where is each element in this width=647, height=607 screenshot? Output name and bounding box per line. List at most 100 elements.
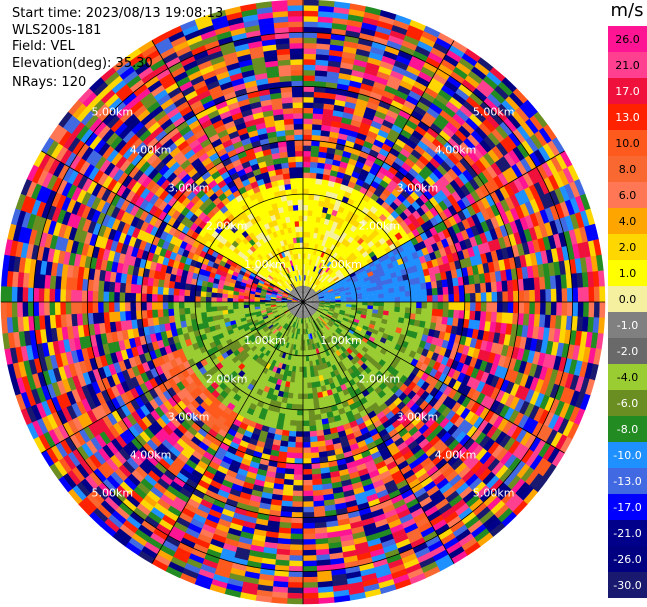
range-gate: [333, 227, 341, 235]
range-gate: [394, 138, 407, 149]
range-gate: [302, 517, 315, 524]
range-gate: [337, 229, 344, 237]
range-gate: [303, 166, 311, 173]
range-gate: [509, 194, 521, 209]
range-gate: [458, 83, 474, 98]
range-gate: [367, 302, 374, 306]
range-gate: [381, 161, 392, 172]
range-gate: [508, 357, 517, 371]
range-gate: [314, 86, 327, 93]
range-gate: [340, 321, 347, 327]
range-gate: [389, 29, 407, 41]
range-gate: [502, 291, 509, 303]
range-gate: [302, 576, 318, 583]
range-gate: [523, 362, 533, 376]
range-gate: [294, 452, 303, 459]
range-gate: [450, 360, 460, 371]
range-gate: [365, 267, 373, 274]
range-gate: [335, 269, 341, 275]
range-gate: [290, 528, 303, 535]
range-gate: [432, 233, 442, 244]
range-gate: [484, 362, 494, 375]
range-gate: [540, 426, 554, 443]
range-gate: [318, 282, 324, 288]
range-gate: [379, 60, 395, 71]
range-gate: [389, 302, 395, 308]
range-gate: [574, 211, 585, 229]
range-gate: [506, 166, 519, 182]
range-gate: [352, 266, 360, 273]
range-gate: [524, 214, 535, 230]
range-gate: [435, 134, 448, 147]
range-gate: [475, 222, 485, 235]
range-gate: [394, 306, 401, 313]
range-gate: [410, 149, 423, 160]
range-gate: [467, 134, 480, 148]
range-gate: [313, 296, 319, 299]
range-gate: [343, 191, 352, 199]
range-gate: [484, 321, 491, 333]
range-gate: [539, 302, 546, 316]
range-gate: [463, 137, 476, 151]
range-gate: [448, 44, 466, 59]
range-gate: [440, 271, 448, 281]
range-gate: [315, 279, 321, 286]
range-gate: [375, 25, 393, 36]
range-gate: [398, 202, 408, 212]
range-gate: [547, 413, 560, 431]
range-gate: [327, 248, 333, 256]
range-gate: [549, 220, 559, 236]
range-gate: [332, 159, 342, 167]
range-gate: [297, 404, 303, 411]
range-gate: [522, 278, 530, 291]
range-gate: [569, 197, 581, 215]
range-gate: [399, 302, 406, 308]
range-gate: [320, 286, 326, 291]
range-gate: [320, 130, 331, 137]
range-gate: [396, 322, 404, 329]
range-gate: [427, 359, 437, 369]
range-gate: [561, 302, 568, 317]
range-gate: [312, 294, 319, 298]
range-gate: [366, 287, 373, 292]
range-gate: [474, 126, 488, 141]
range-gate: [320, 270, 326, 276]
range-gate: [482, 118, 496, 133]
range-gate: [390, 99, 404, 111]
range-gate: [404, 290, 411, 297]
range-gate: [308, 264, 311, 271]
range-gate: [564, 388, 576, 406]
range-gate: [311, 387, 318, 394]
range-gate: [347, 243, 354, 250]
range-gate: [397, 133, 410, 144]
range-gate: [322, 290, 329, 295]
range-gate: [304, 280, 307, 286]
range-gate: [455, 62, 472, 76]
range-gate: [382, 310, 390, 316]
range-gate: [362, 305, 368, 309]
range-gate: [315, 216, 322, 223]
range-gate: [304, 291, 308, 298]
range-gate: [388, 75, 403, 86]
range-gate: [320, 251, 326, 258]
range-gate: [373, 272, 381, 279]
range-gate: [554, 370, 564, 387]
range-gate: [306, 293, 311, 299]
range-gate: [487, 240, 497, 253]
range-gate: [573, 360, 583, 377]
range-gate: [565, 273, 573, 289]
range-gate: [473, 320, 481, 331]
range-gate: [375, 134, 387, 144]
range-gate: [423, 25, 441, 39]
range-gate: [368, 274, 376, 281]
range-gate: [377, 289, 384, 295]
range-gate: [331, 316, 337, 322]
range-gate: [386, 80, 401, 91]
range-gate: [289, 544, 303, 551]
range-gate: [492, 353, 502, 366]
range-gate: [479, 360, 488, 373]
range-gate: [516, 143, 530, 159]
range-gate: [432, 361, 442, 371]
range-gate: [463, 284, 471, 294]
range-gate: [362, 194, 371, 203]
